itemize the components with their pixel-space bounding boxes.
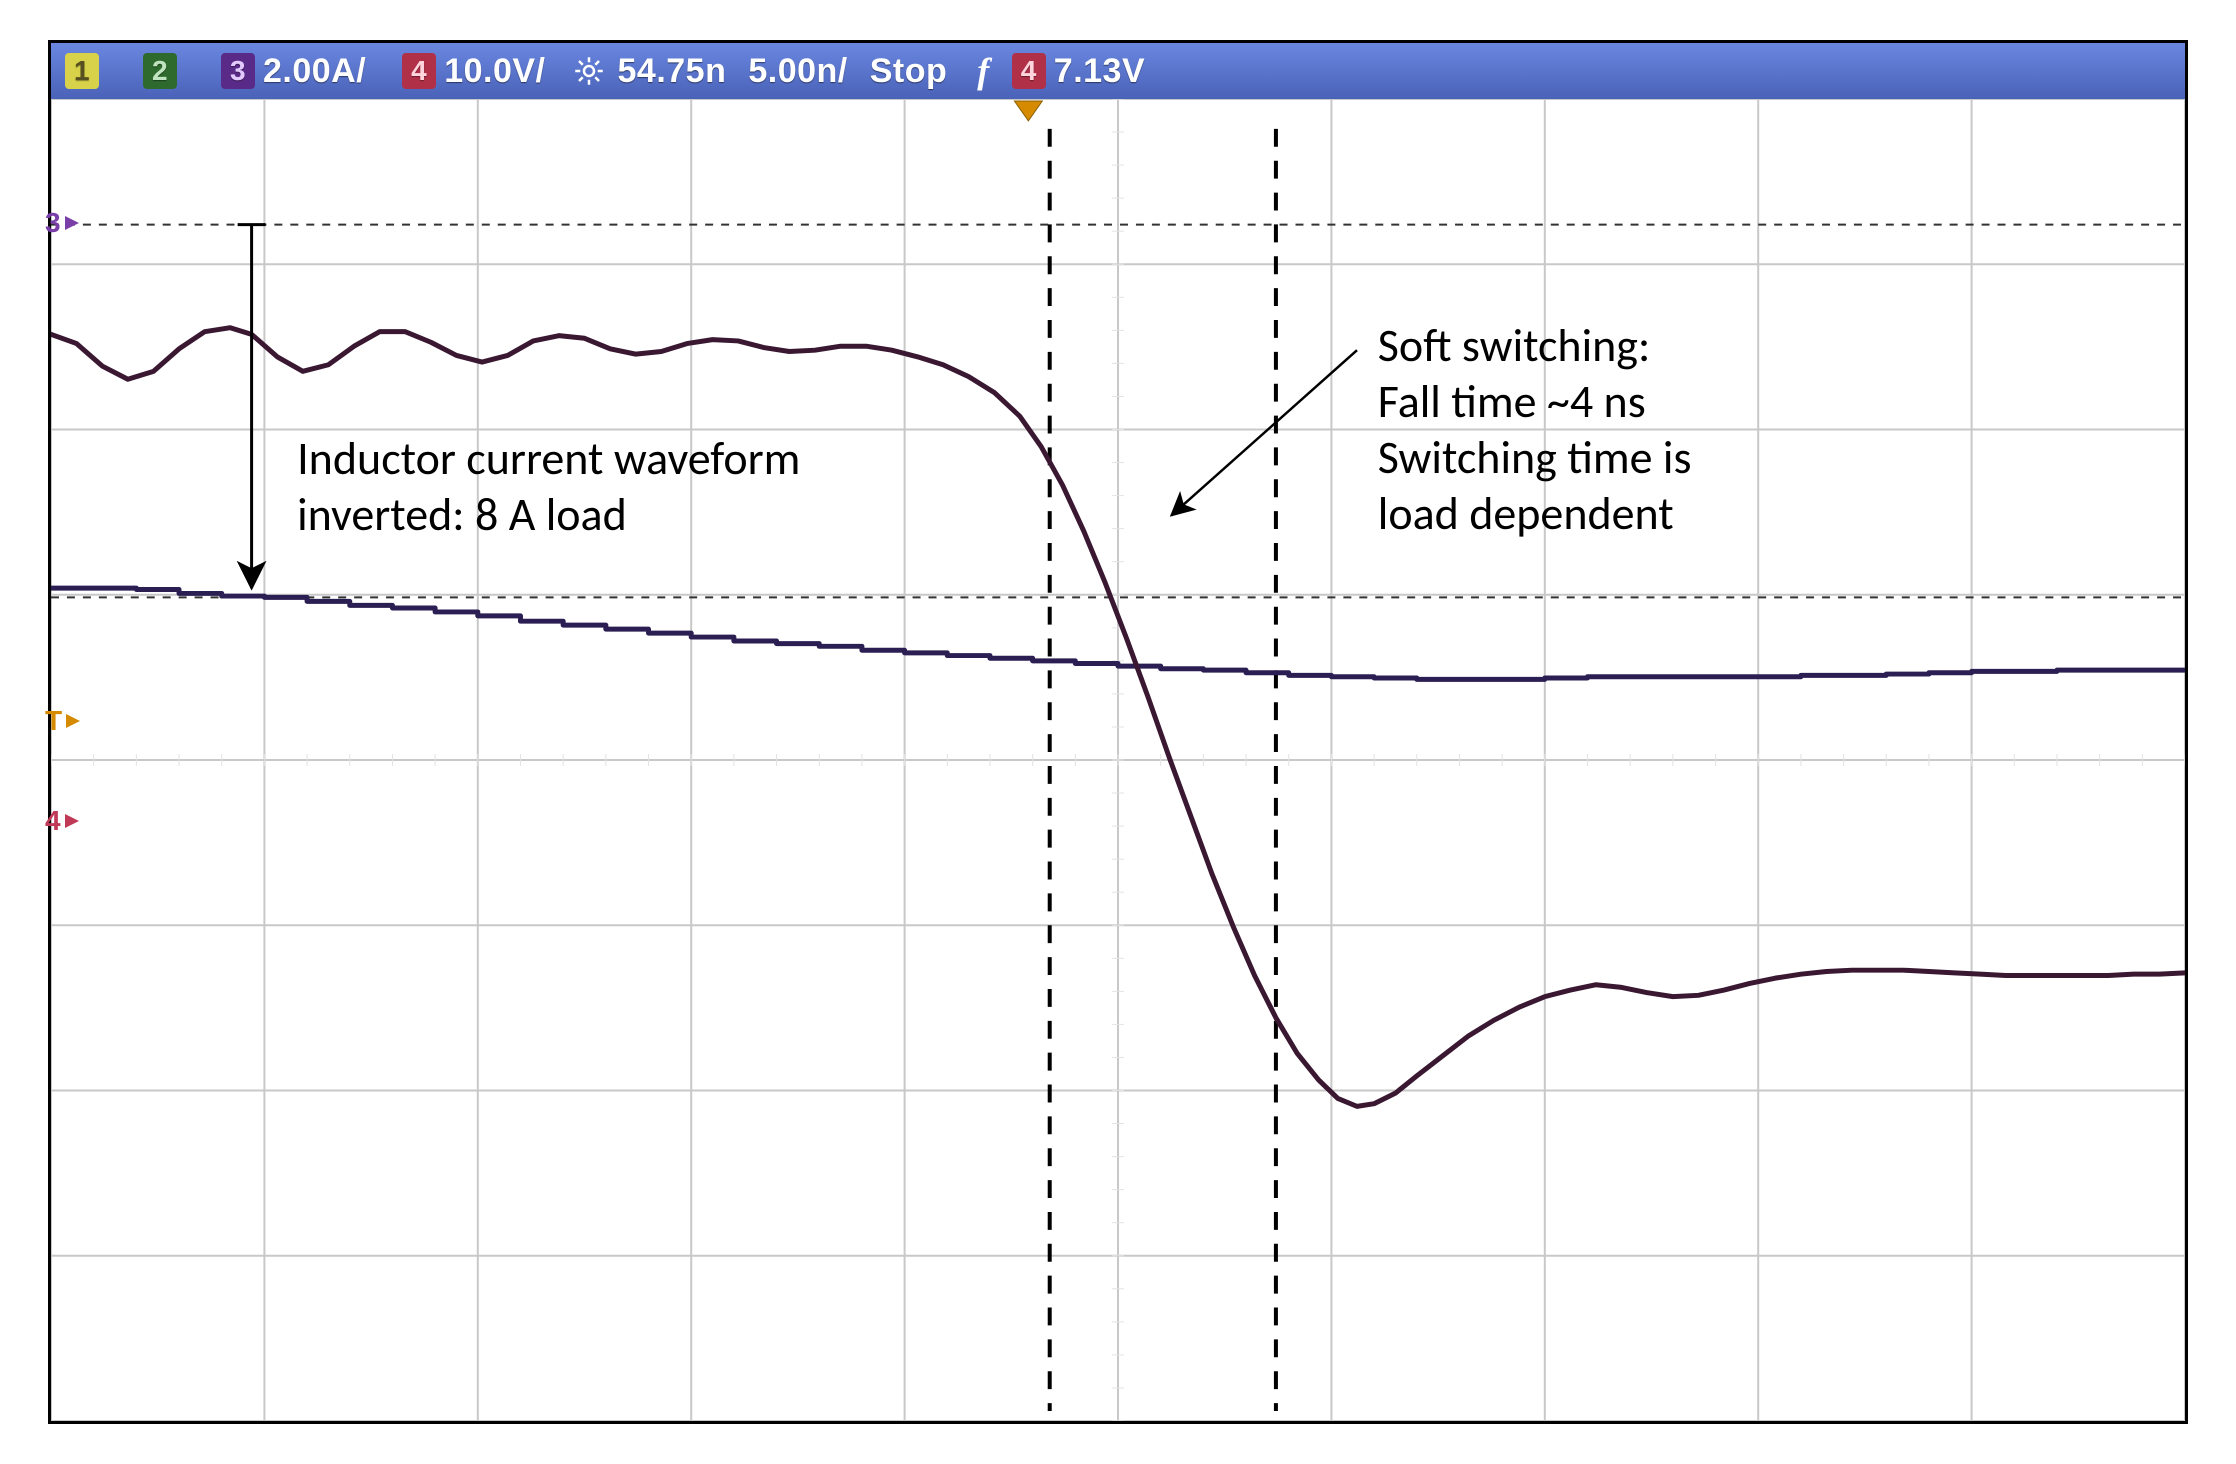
trigger-slope-icon: f	[977, 50, 990, 92]
channel-chip-4: 4	[402, 53, 436, 89]
brightness-icon	[572, 54, 606, 88]
grid	[51, 99, 2185, 1421]
oscilloscope-frame: 1232.00A/410.0V/ 54.75n5.00n/Stopf47.13V…	[48, 40, 2188, 1424]
annotation-soft: Soft switching:Fall time ~4 nsSwitching …	[1378, 318, 1692, 542]
arrow-soft-switching	[1171, 350, 1357, 515]
ref-marker-ch3: 3	[45, 207, 83, 239]
channel-3-scale: 2.00A/	[263, 52, 366, 91]
time-offset: 54.75n	[618, 52, 727, 91]
channel-4-scale: 10.0V/	[444, 52, 545, 91]
ref-marker-T: T	[45, 705, 84, 737]
plot-svg	[51, 99, 2185, 1421]
scope-topbar: 1232.00A/410.0V/ 54.75n5.00n/Stopf47.13V	[51, 43, 2185, 99]
ref-marker-ch4: 4	[45, 805, 83, 837]
trigger-position-marker	[1014, 101, 1042, 121]
annotation-inductor: Inductor current waveforminverted: 8 A l…	[297, 431, 800, 543]
time-per-div: 5.00n/	[748, 52, 847, 91]
channel-chip-2: 2	[143, 53, 177, 89]
scope-plot-area	[51, 99, 2185, 1421]
channel-chip-4: 4	[1012, 53, 1046, 89]
channel-chip-1: 1	[65, 53, 99, 89]
channel-chip-3: 3	[221, 53, 255, 89]
run-state: Stop	[870, 52, 948, 91]
trigger-level: 7.13V	[1054, 52, 1145, 91]
